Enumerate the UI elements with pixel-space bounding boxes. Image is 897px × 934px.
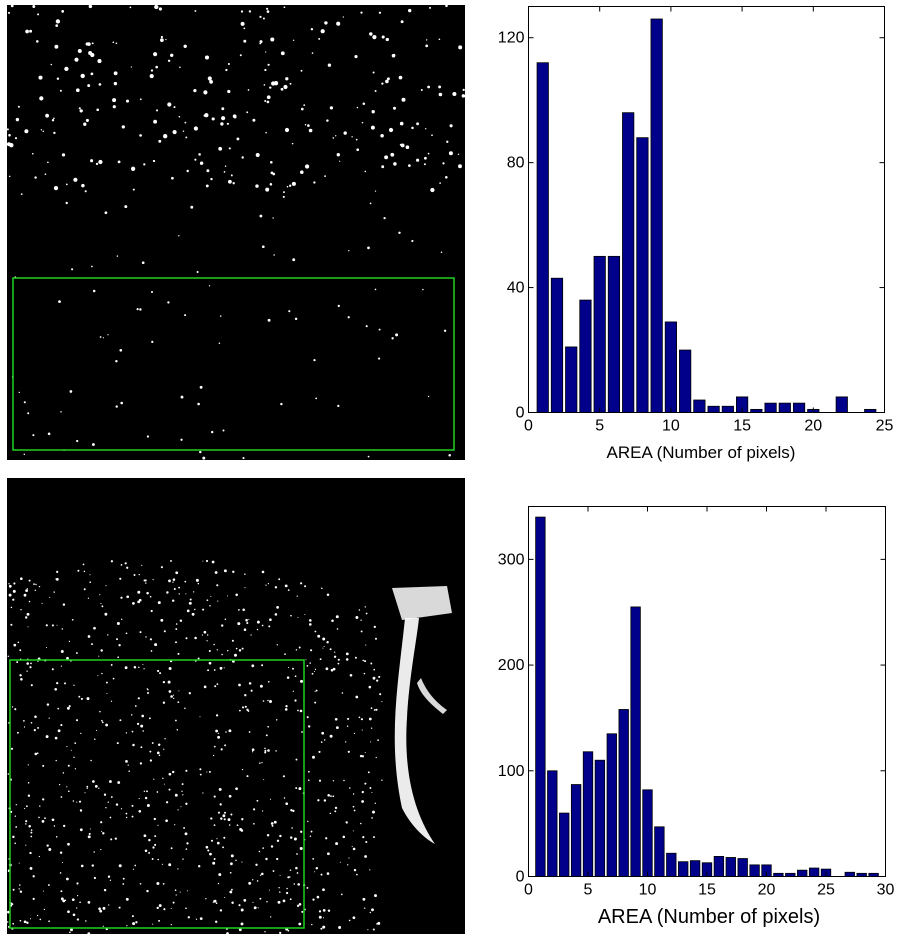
- histogram-bar: [737, 858, 748, 877]
- plot-frame-top: [528, 6, 885, 413]
- x-tick-label: 15: [733, 418, 751, 435]
- plot-frame-bottom: [528, 506, 886, 877]
- histogram-bar: [582, 751, 594, 877]
- x-tick-label: 20: [758, 882, 776, 899]
- binary-particle-image-bottom: [7, 478, 465, 934]
- x-tick-label: 25: [817, 882, 835, 899]
- streak-branch: [417, 678, 447, 714]
- x-axis-title-top: AREA (Number of pixels): [607, 443, 796, 462]
- histogram-bar: [689, 860, 701, 877]
- streak-body: [394, 618, 435, 844]
- bright-streak-structure: [392, 586, 452, 844]
- histogram-bar: [725, 857, 736, 877]
- histogram-bar: [654, 826, 665, 877]
- histogram-bar: [547, 770, 558, 877]
- histogram-bar: [579, 299, 592, 413]
- histogram-bar: [808, 867, 820, 877]
- particle-scatter-top: [7, 5, 465, 460]
- y-tick-label: 0: [516, 869, 525, 886]
- x-tick-label: 15: [698, 882, 716, 899]
- histogram-bar: [618, 709, 629, 877]
- x-tick-label: 10: [639, 882, 657, 899]
- streak-head: [392, 586, 452, 620]
- x-tick-label: 5: [584, 882, 593, 899]
- y-tick-label: 80: [507, 155, 525, 172]
- histogram-bar: [550, 277, 564, 413]
- histogram-bar: [536, 62, 549, 413]
- y-tick-label: 0: [516, 405, 525, 422]
- histogram-bar: [749, 864, 760, 877]
- histogram-bar: [607, 255, 621, 413]
- x-tick-label: 10: [662, 418, 680, 435]
- binary-particle-image-top: [7, 5, 465, 460]
- histogram-bar: [844, 871, 855, 877]
- roi-rectangle-top: [12, 277, 455, 451]
- x-tick-label: 0: [524, 418, 533, 435]
- histogram-bar: [535, 516, 546, 877]
- histogram-bar: [593, 255, 606, 413]
- x-tick-label: 0: [524, 882, 533, 899]
- histogram-bar: [693, 399, 706, 413]
- y-tick-label: 300: [498, 551, 525, 568]
- histogram-bar: [678, 861, 689, 877]
- histogram-bar: [650, 18, 663, 413]
- x-axis-title-bottom: AREA (Number of pixels): [598, 906, 820, 928]
- histogram-bar: [713, 856, 725, 877]
- y-tick-label: 120: [498, 30, 525, 47]
- histogram-bar: [559, 812, 570, 877]
- particle-scatter-bottom: [7, 559, 452, 934]
- y-tick-label: 40: [507, 280, 525, 297]
- x-tick-label: 20: [804, 418, 822, 435]
- histogram-bar: [792, 402, 806, 413]
- histogram-bar: [630, 606, 641, 877]
- roi-rectangle-bottom: [9, 659, 305, 929]
- histogram-bar: [778, 402, 791, 413]
- histogram-bar: [679, 349, 692, 413]
- y-tick-label: 200: [498, 657, 525, 674]
- histogram-bar: [642, 789, 653, 877]
- histogram-bar: [565, 346, 578, 413]
- histogram-bar: [707, 405, 720, 413]
- histogram-bar: [570, 784, 582, 877]
- histogram-bar: [594, 759, 606, 877]
- histogram-bar: [666, 852, 677, 877]
- histogram-bar: [636, 137, 649, 413]
- x-tick-label: 5: [595, 418, 604, 435]
- histogram-bar: [835, 396, 848, 413]
- histogram-bar: [664, 321, 677, 413]
- x-tick-label: 25: [876, 418, 894, 435]
- histogram-bar: [764, 402, 777, 413]
- y-tick-label: 100: [498, 763, 525, 780]
- histogram-bar: [622, 112, 635, 413]
- histogram-bar: [797, 869, 808, 877]
- histogram-top: 0 5 10 15 20 25 0 40 80 120 AREA (Number of pixel…: [498, 6, 894, 462]
- x-tick-label: 30: [877, 882, 895, 899]
- histogram-bar: [606, 733, 617, 877]
- histogram-bar: [721, 405, 734, 413]
